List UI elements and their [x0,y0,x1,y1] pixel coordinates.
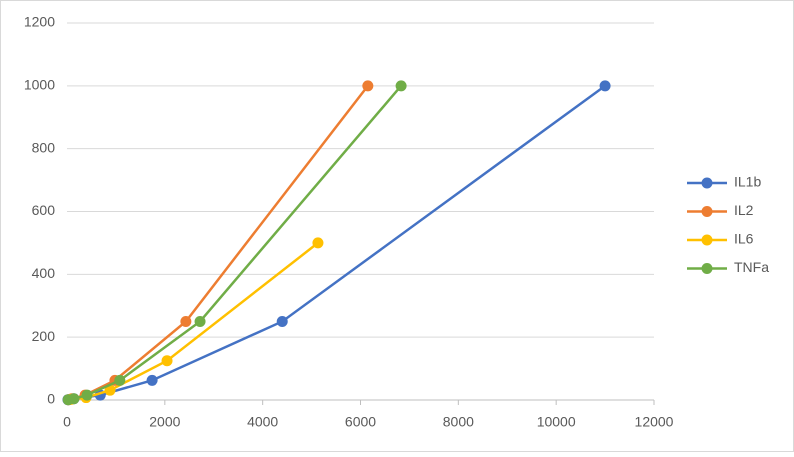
y-tick-label: 200 [32,328,56,344]
point [104,384,116,396]
point [62,394,74,406]
y-tick-label: 1200 [24,14,55,30]
legend-label: IL1b [734,174,761,190]
point [161,355,173,367]
point [146,374,158,386]
y-tick-label: 1000 [24,77,55,93]
legend-label: IL2 [734,202,754,218]
x-tick-label: 10000 [537,414,576,430]
point [180,315,192,327]
point [194,315,206,327]
legend-marker [701,177,713,189]
legend-label: TNFa [734,259,769,275]
point [362,80,374,92]
legend-marker [701,263,713,274]
y-tick-label: 600 [32,202,56,218]
x-tick-label: 8000 [443,414,474,430]
x-tick-label: 2000 [149,414,180,430]
point [276,315,288,327]
legend-label: IL6 [734,231,754,247]
legend-marker [701,206,713,217]
y-tick-label: 0 [47,391,55,407]
point [599,80,611,92]
y-tick-label: 800 [32,139,56,155]
y-tick-label: 400 [32,265,56,281]
point [395,80,407,92]
legend-marker [701,234,713,246]
x-tick-label: 12000 [635,414,674,430]
x-tick-label: 4000 [247,414,278,430]
x-tick-label: 6000 [345,414,376,430]
point [312,237,324,249]
point [81,389,93,401]
x-tick-label: 0 [63,414,71,430]
point [114,374,126,386]
